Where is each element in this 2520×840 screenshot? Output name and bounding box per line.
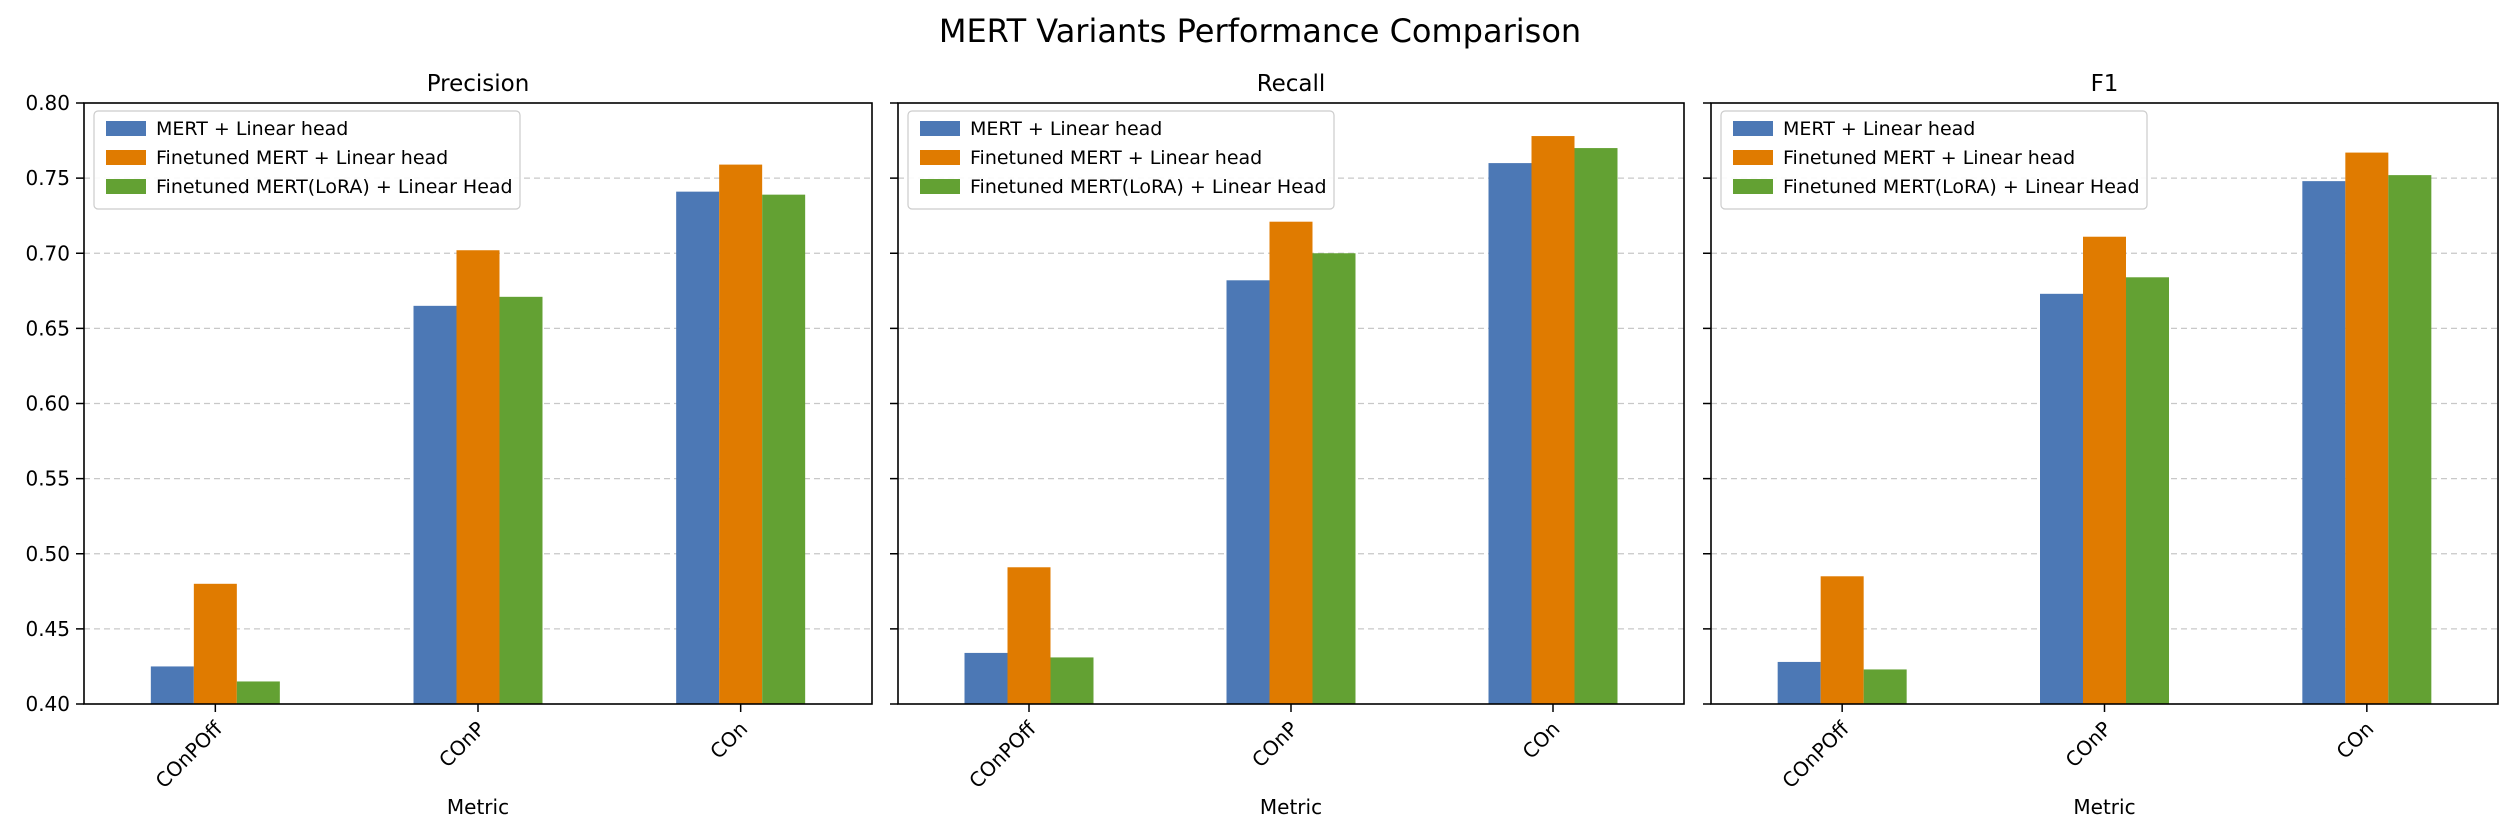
axes-frame (897, 102, 1685, 705)
bar-con-series-3 (1574, 148, 1618, 704)
legend: MERT + Linear head Finetuned MERT + Linea… (1720, 110, 2148, 210)
chart-panel-f1: COnPOff COnP COn F1 Metric MERT + Linear head… (1703, 71, 2499, 819)
y-tick-label: 0.45 (25, 617, 70, 641)
bar-con-series-1 (2302, 181, 2346, 704)
bar-con-series-1 (676, 191, 720, 704)
axes-frame (83, 102, 873, 705)
legend-label: MERT + Linear head (970, 118, 1162, 140)
legend-swatch-3 (1733, 179, 1773, 194)
legend-label: Finetuned MERT(LoRA) + Linear Head (970, 176, 1327, 198)
bar-conpoff-series-3 (236, 681, 280, 704)
bar-con-series-2 (1531, 136, 1575, 704)
bar-conpoff-series-2 (1007, 567, 1051, 704)
legend-box (1720, 110, 2148, 210)
legend-swatch-2 (920, 150, 960, 165)
bar-con-series-1 (1488, 163, 1532, 705)
bar-conpoff-series-1 (150, 666, 194, 704)
legend-swatch-3 (106, 179, 146, 194)
legend-swatch-2 (106, 150, 146, 165)
bar-con-series-2 (719, 164, 763, 705)
x-tick-label: COnP (2061, 717, 2116, 772)
bar-conp-series-3 (499, 296, 543, 704)
bar-conpoff-series-2 (1820, 576, 1864, 704)
bar-conpoff-series-2 (193, 583, 237, 704)
legend-label: Finetuned MERT + Linear head (156, 147, 448, 169)
legend-swatch-3 (920, 179, 960, 194)
bar-conp-series-2 (1269, 221, 1313, 704)
y-tick-label: 0.60 (25, 392, 70, 416)
subplot-title: F1 (2091, 71, 2119, 97)
y-tick-label: 0.40 (25, 692, 70, 716)
legend-label: Finetuned MERT(LoRA) + Linear Head (1783, 176, 2140, 198)
legend: MERT + Linear head Finetuned MERT + Linea… (907, 110, 1335, 210)
bar-conp-series-3 (2126, 277, 2169, 704)
legend-label: MERT + Linear head (156, 118, 348, 140)
bar-conpoff-series-1 (1777, 661, 1821, 704)
x-tick-label: COnP (434, 717, 489, 772)
figure-title: MERT Variants Performance Comparison (939, 12, 1581, 50)
legend-swatch-2 (1733, 150, 1773, 165)
bar-con-series-3 (762, 194, 806, 704)
bar-con-series-3 (2388, 175, 2432, 704)
bar-conp-series-1 (2040, 293, 2083, 704)
bar-conp-series-1 (413, 305, 457, 704)
x-tick-label: COnPOff (964, 716, 1041, 793)
x-tick-label: COnPOff (151, 716, 228, 793)
y-tick-label: 0.65 (25, 316, 70, 340)
bar-con-series-2 (2345, 152, 2389, 704)
chart-panel-precision: 0.400.450.500.550.600.650.700.750.80COnP… (25, 71, 873, 819)
x-tick-label: COnPOff (1777, 716, 1854, 793)
bar-conp-series-3 (1312, 253, 1356, 704)
bar-conp-series-2 (2083, 236, 2126, 704)
y-tick-label: 0.50 (25, 542, 70, 566)
axes-frame (1710, 102, 2499, 705)
x-tick-label: COn (705, 717, 752, 764)
legend-swatch-1 (1733, 121, 1773, 136)
bar-conp-series-2 (456, 250, 500, 704)
legend-swatch-1 (920, 121, 960, 136)
legend-label: Finetuned MERT + Linear head (970, 147, 1262, 169)
legend-label: Finetuned MERT(LoRA) + Linear Head (156, 176, 513, 198)
y-tick-label: 0.70 (25, 241, 70, 265)
bar-conpoff-series-3 (1863, 669, 1907, 704)
legend-box (93, 110, 521, 210)
legend-label: Finetuned MERT + Linear head (1783, 147, 2075, 169)
bar-conpoff-series-1 (964, 652, 1008, 704)
y-tick-label: 0.55 (25, 467, 70, 491)
legend: MERT + Linear head Finetuned MERT + Linea… (93, 110, 521, 210)
x-axis-label: Metric (447, 795, 509, 819)
x-tick-label: COn (2331, 717, 2378, 764)
y-tick-label: 0.80 (25, 91, 70, 115)
chart-panels: 0.400.450.500.550.600.650.700.750.80COnP… (25, 71, 2499, 819)
subplot-title: Recall (1257, 71, 1326, 97)
legend-label: MERT + Linear head (1783, 118, 1975, 140)
bar-conpoff-series-3 (1050, 657, 1094, 704)
legend-swatch-1 (106, 121, 146, 136)
y-tick-label: 0.75 (25, 166, 70, 190)
bar-conp-series-1 (1226, 280, 1270, 704)
x-tick-label: COnP (1247, 717, 1302, 772)
x-tick-label: COn (1518, 717, 1565, 764)
legend-box (907, 110, 1335, 210)
chart-panel-recall: COnPOff COnP COn Recall Metric MERT + Linear … (890, 71, 1685, 819)
x-axis-label: Metric (2073, 795, 2135, 819)
x-axis-label: Metric (1260, 795, 1322, 819)
subplot-title: Precision (427, 71, 530, 97)
